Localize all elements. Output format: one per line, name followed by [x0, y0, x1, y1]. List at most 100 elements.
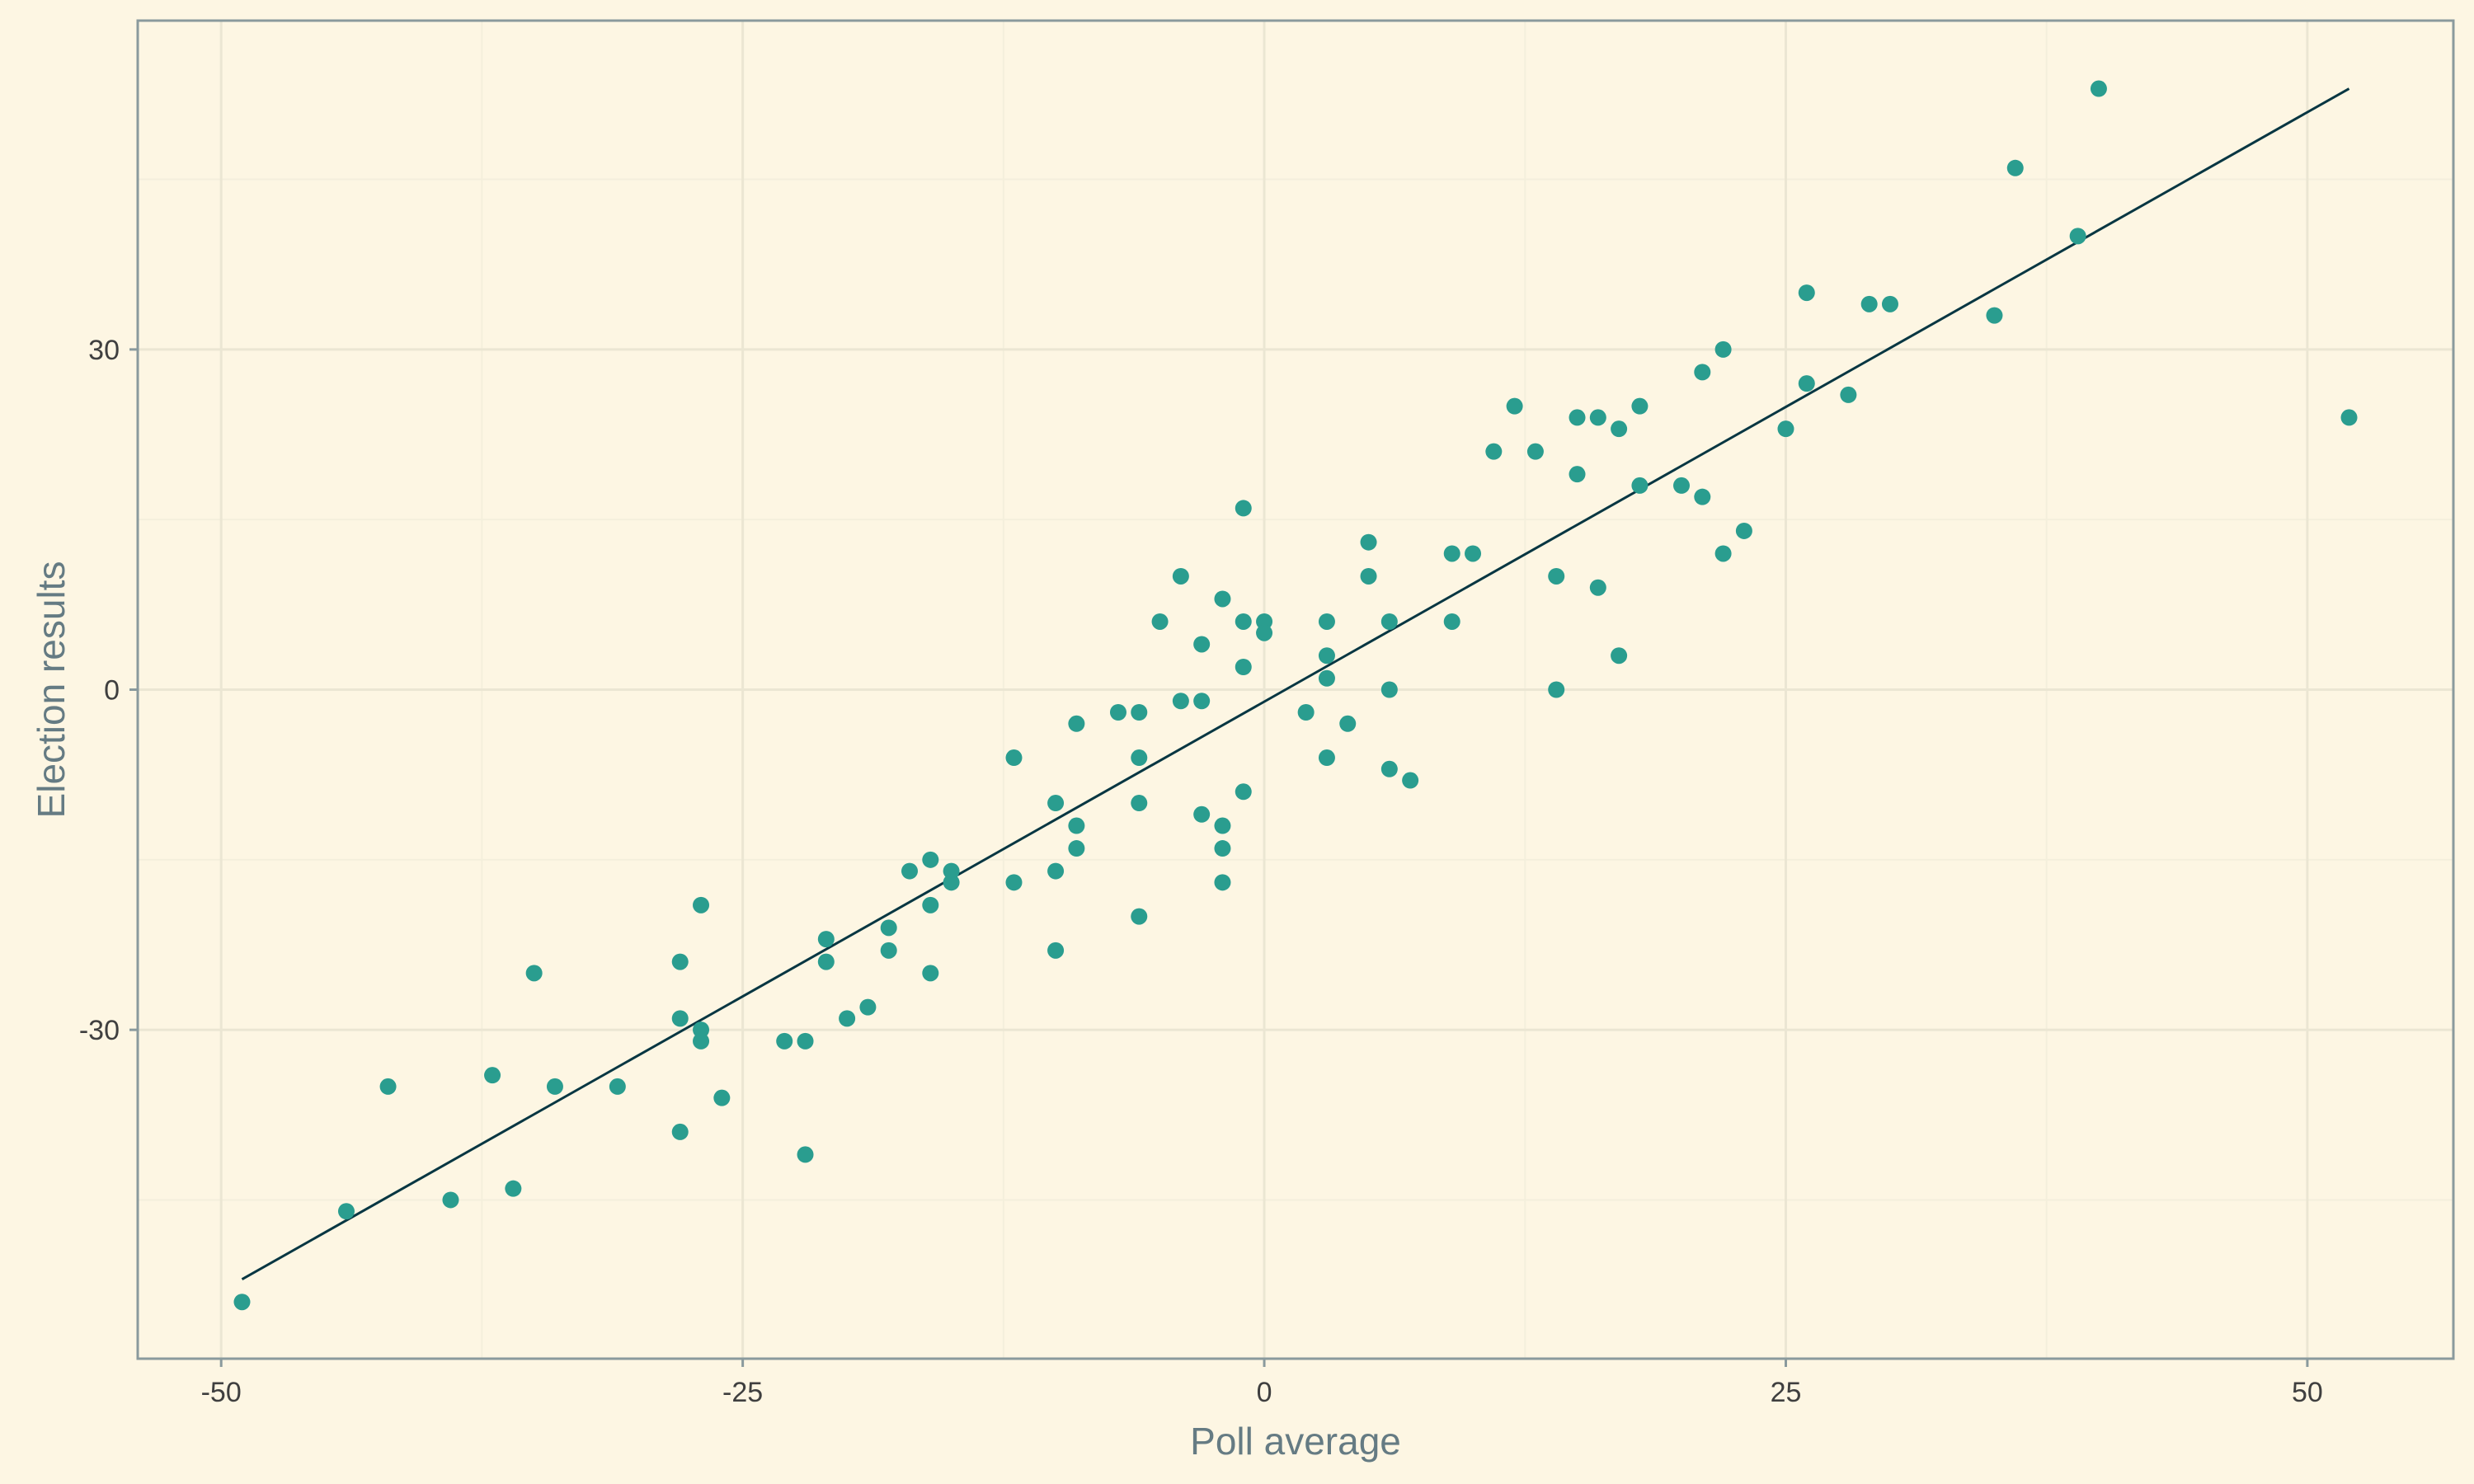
data-point — [525, 965, 543, 982]
data-point — [943, 874, 960, 891]
data-point — [797, 1032, 814, 1050]
data-point — [1193, 636, 1211, 653]
data-point — [1256, 613, 1273, 630]
data-points — [233, 80, 2358, 1311]
data-point — [1131, 795, 1148, 812]
data-point — [484, 1067, 501, 1084]
data-point — [1777, 420, 1794, 438]
data-point — [901, 862, 918, 880]
data-point — [1986, 307, 2003, 324]
data-point — [1256, 624, 1273, 641]
data-point — [922, 896, 939, 913]
data-point — [671, 1010, 689, 1027]
data-point — [1214, 590, 1231, 608]
data-point — [693, 1021, 710, 1039]
data-point — [1694, 364, 1711, 381]
data-point — [943, 862, 960, 880]
data-point — [2069, 228, 2086, 245]
data-point — [1235, 658, 1252, 675]
data-point — [1005, 749, 1023, 767]
data-point — [922, 851, 939, 868]
data-point — [817, 953, 835, 970]
data-point — [1548, 567, 1565, 585]
data-point — [1318, 669, 1335, 687]
data-point — [337, 1203, 355, 1220]
data-point — [1611, 420, 1628, 438]
data-point — [1047, 862, 1065, 880]
trend-line — [241, 87, 2350, 1281]
x-axis: -50 -25 0 25 50 — [201, 1359, 2323, 1408]
data-point — [1235, 500, 1252, 517]
data-point — [671, 1123, 689, 1140]
data-point — [1235, 783, 1252, 801]
data-point — [1881, 295, 1898, 312]
data-point — [1318, 613, 1335, 630]
data-point — [1005, 874, 1023, 891]
data-point — [693, 896, 710, 913]
data-point — [1172, 567, 1189, 585]
data-point — [880, 919, 897, 937]
data-point — [1589, 579, 1606, 596]
data-point — [797, 1146, 814, 1163]
data-point — [1631, 477, 1649, 494]
x-axis-title: Poll average — [1190, 1420, 1401, 1463]
data-point — [1214, 874, 1231, 891]
data-point — [1297, 704, 1315, 721]
data-point — [1840, 386, 1857, 403]
data-point — [2006, 159, 2024, 176]
data-point — [1047, 795, 1065, 812]
data-point — [609, 1078, 626, 1095]
data-point — [1714, 545, 1732, 562]
data-point — [505, 1180, 522, 1197]
x-tick-label: -50 — [201, 1377, 242, 1408]
data-point — [1735, 522, 1752, 539]
data-point — [1193, 805, 1211, 823]
data-point — [442, 1191, 459, 1209]
data-point — [713, 1089, 731, 1106]
data-point — [1443, 613, 1460, 630]
data-point — [1172, 693, 1189, 710]
data-point — [1694, 488, 1711, 505]
data-point — [776, 1032, 793, 1050]
data-point — [1673, 477, 1690, 494]
data-point — [1380, 681, 1398, 698]
x-tick-label: -25 — [722, 1377, 763, 1408]
data-point — [1068, 817, 1085, 834]
data-point — [1714, 340, 1732, 358]
data-point — [1131, 749, 1148, 767]
data-point — [1318, 647, 1335, 665]
data-point — [1860, 295, 1878, 312]
data-point — [1569, 409, 1586, 426]
data-point — [922, 965, 939, 982]
data-point — [1548, 681, 1565, 698]
data-point — [1131, 704, 1148, 721]
data-point — [2090, 80, 2107, 97]
data-point — [1485, 443, 1503, 460]
data-point — [1526, 443, 1544, 460]
data-point — [1235, 613, 1252, 630]
data-point — [1402, 772, 1419, 789]
data-point — [1047, 942, 1065, 959]
data-point — [1465, 545, 1482, 562]
data-point — [817, 931, 835, 948]
data-point — [1798, 375, 1815, 392]
data-point — [1380, 613, 1398, 630]
data-point — [1360, 567, 1377, 585]
data-point — [1443, 545, 1460, 562]
data-point — [1214, 817, 1231, 834]
data-point — [1318, 749, 1335, 767]
data-point — [1068, 715, 1085, 732]
y-tick-label: 30 — [88, 335, 120, 366]
data-point — [1109, 704, 1126, 721]
data-point — [693, 1032, 710, 1050]
data-point — [1360, 533, 1377, 551]
data-point — [1131, 908, 1148, 925]
data-point — [1798, 284, 1815, 302]
x-tick-label: 0 — [1257, 1377, 1272, 1408]
data-point — [1569, 466, 1586, 483]
y-axis-title: Election results — [30, 561, 73, 819]
x-tick-label: 25 — [1771, 1377, 1802, 1408]
y-axis: -30 0 30 — [79, 335, 138, 1046]
